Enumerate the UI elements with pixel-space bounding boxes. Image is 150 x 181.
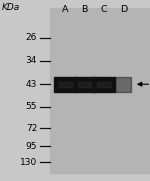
Text: 95: 95: [26, 142, 37, 151]
Bar: [54, 77, 76, 92]
Bar: [78, 82, 91, 87]
Text: 55: 55: [26, 102, 37, 111]
Text: 43: 43: [26, 80, 37, 89]
Bar: [74, 77, 96, 92]
Bar: [93, 77, 115, 92]
Text: KDa: KDa: [2, 3, 20, 12]
Text: C: C: [101, 5, 107, 14]
Text: 72: 72: [26, 124, 37, 133]
Text: 26: 26: [26, 33, 37, 42]
Text: 130: 130: [20, 158, 37, 167]
Text: A: A: [62, 5, 69, 14]
Text: 34: 34: [26, 56, 37, 65]
Text: D: D: [120, 5, 127, 14]
Bar: [51, 8, 149, 173]
Text: B: B: [81, 5, 88, 14]
Bar: [97, 82, 111, 87]
Bar: [59, 82, 72, 87]
Bar: [115, 77, 131, 92]
